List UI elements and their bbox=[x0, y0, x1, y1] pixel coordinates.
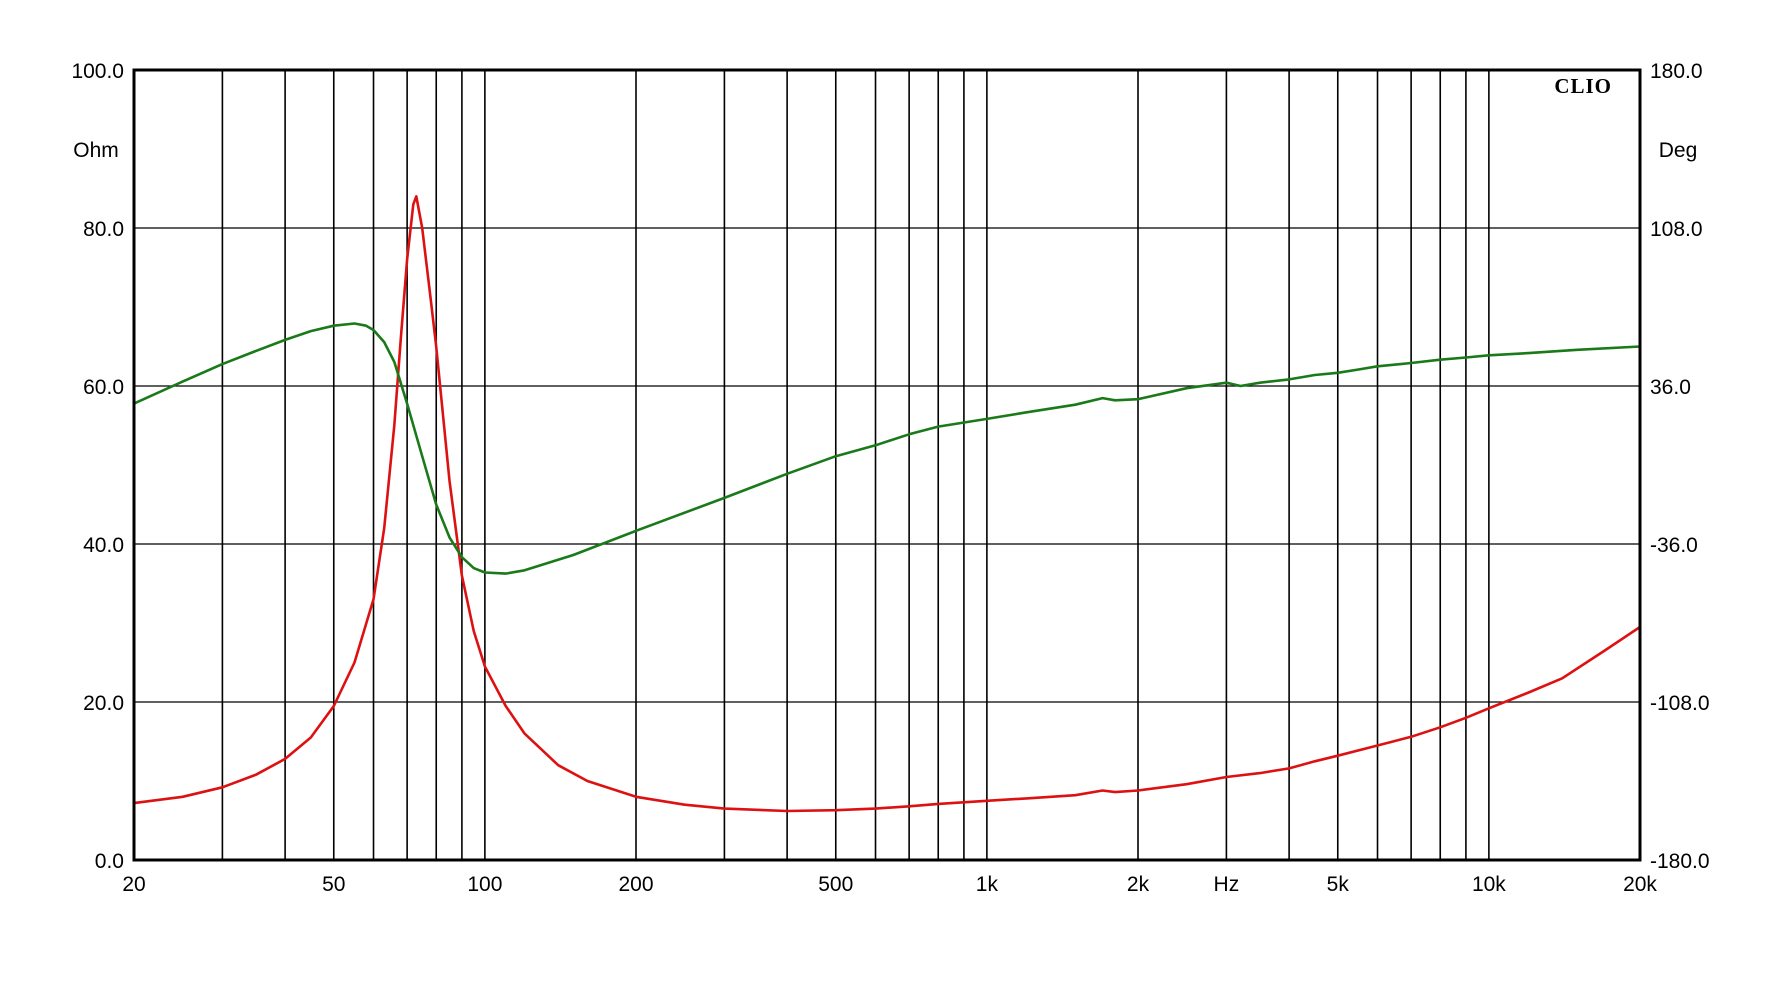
y-left-tick-label: 0.0 bbox=[95, 850, 124, 873]
y-left-tick-label: 20.0 bbox=[83, 692, 124, 715]
y-right-tick-label: -180.0 bbox=[1650, 850, 1710, 873]
x-tick-label: 100 bbox=[467, 873, 502, 896]
y-right-tick-label: -36.0 bbox=[1650, 534, 1698, 557]
y-left-tick-label: 40.0 bbox=[83, 534, 124, 557]
y-left-tick-label: 60.0 bbox=[83, 376, 124, 399]
x-unit-label: Hz bbox=[1214, 873, 1240, 896]
x-tick-label: 2k bbox=[1127, 873, 1150, 896]
x-tick-label: 200 bbox=[618, 873, 653, 896]
x-tick-label: 20 bbox=[122, 873, 145, 896]
x-tick-label: 1k bbox=[976, 873, 999, 896]
x-tick-label: 20k bbox=[1623, 873, 1657, 896]
x-tick-label: 10k bbox=[1472, 873, 1506, 896]
x-tick-label: 50 bbox=[322, 873, 345, 896]
x-tick-label: 500 bbox=[818, 873, 853, 896]
y-left-tick-label: 100.0 bbox=[71, 60, 124, 83]
axis-labels: CLIO Ohm Deg Hz 0.0 20.0 40.0 60.0 80.0 100.0… bbox=[71, 60, 1709, 896]
y-right-unit-label: Deg bbox=[1659, 139, 1698, 162]
y-right-tick-label: -108.0 bbox=[1650, 692, 1710, 715]
impedance-curve bbox=[132, 195, 1642, 813]
x-tick-label: 5k bbox=[1327, 873, 1350, 896]
y-right-tick-label: 36.0 bbox=[1650, 376, 1691, 399]
y-right-tick-label: 180.0 bbox=[1650, 60, 1703, 83]
plot-area bbox=[132, 195, 1642, 813]
y-right-tick-label: 108.0 bbox=[1650, 218, 1703, 241]
plot-frame bbox=[132, 68, 1642, 862]
brand-label: CLIO bbox=[1554, 74, 1612, 98]
grid bbox=[134, 69, 1641, 861]
phase-curve bbox=[132, 322, 1642, 575]
y-left-tick-label: 80.0 bbox=[83, 218, 124, 241]
y-left-unit-label: Ohm bbox=[73, 139, 119, 162]
